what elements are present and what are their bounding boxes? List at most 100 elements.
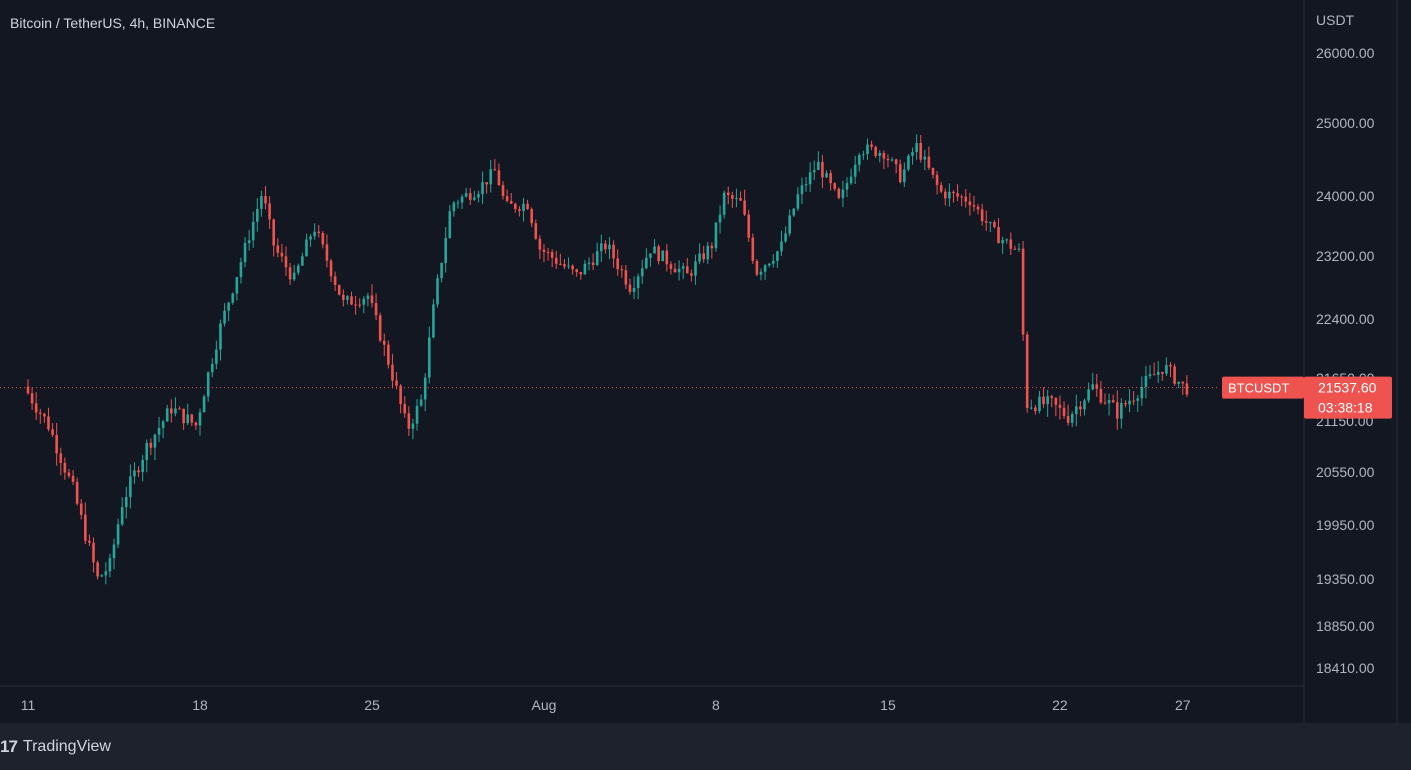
time-tick-7: 27 bbox=[1175, 697, 1191, 713]
candle-body bbox=[1001, 240, 1004, 244]
candle-body bbox=[1181, 381, 1185, 384]
candle-body bbox=[1034, 407, 1037, 412]
candle-body bbox=[1115, 402, 1119, 419]
candle-body bbox=[841, 189, 845, 198]
candle-body bbox=[186, 414, 190, 424]
candle-body bbox=[178, 408, 181, 410]
candlestick-chart[interactable]: Bitcoin / TetherUS, 4h, BINANCE USDT 260… bbox=[0, 0, 1411, 723]
tradingview-logo[interactable]: 17 TradingView bbox=[0, 735, 111, 759]
candle-body bbox=[239, 262, 243, 278]
candle-body bbox=[825, 173, 828, 178]
candle-body bbox=[395, 380, 398, 386]
candle-body bbox=[632, 287, 636, 292]
candle-body bbox=[399, 385, 402, 405]
candle-body bbox=[583, 263, 587, 275]
candle-body bbox=[1038, 396, 1041, 412]
candle-body bbox=[1009, 239, 1013, 249]
candle-body bbox=[1128, 400, 1131, 405]
candle-body bbox=[38, 412, 42, 414]
candle-body bbox=[624, 270, 628, 285]
candle-body bbox=[808, 172, 812, 185]
candle-body bbox=[276, 245, 280, 253]
candle-body bbox=[698, 253, 701, 262]
tradingview-logo-icon: 17 bbox=[0, 737, 18, 756]
candle-body bbox=[776, 251, 779, 261]
candle-body bbox=[227, 302, 230, 311]
candle-body bbox=[362, 298, 366, 305]
candle-body bbox=[1173, 366, 1176, 384]
candle-body bbox=[796, 194, 800, 209]
candle-body bbox=[771, 260, 775, 264]
candle-body bbox=[550, 252, 554, 258]
candle-body bbox=[501, 185, 505, 197]
last-price-value: 21537.60 bbox=[1318, 380, 1377, 396]
candle-body bbox=[342, 294, 345, 300]
price-tick-3: 23200.00 bbox=[1316, 248, 1375, 264]
candle-body bbox=[448, 211, 452, 239]
candle-body bbox=[133, 470, 136, 477]
candle-body bbox=[915, 143, 918, 153]
candle-body bbox=[956, 193, 959, 197]
candle-body bbox=[145, 442, 149, 461]
candle-body bbox=[366, 295, 370, 299]
candle-body bbox=[542, 249, 546, 252]
candle-body bbox=[292, 272, 296, 280]
symbol-price-tag: BTCUSDT bbox=[1222, 376, 1304, 399]
candle-body bbox=[272, 219, 275, 246]
candle-body bbox=[514, 203, 517, 210]
candle-body bbox=[972, 205, 976, 207]
candle-body bbox=[681, 266, 685, 269]
candle-body bbox=[1005, 239, 1009, 241]
candle-body bbox=[862, 154, 865, 156]
candle-body bbox=[43, 413, 46, 417]
candle-body bbox=[571, 265, 574, 270]
candle-body bbox=[980, 209, 984, 222]
candle-body bbox=[30, 393, 34, 404]
last-price-tag: 21537.60 03:38:18 bbox=[1304, 376, 1392, 419]
candle-body bbox=[554, 257, 558, 264]
candle-body bbox=[1087, 389, 1090, 401]
candle-body bbox=[1185, 383, 1189, 395]
candle-body bbox=[1107, 400, 1111, 404]
candle-body bbox=[702, 253, 705, 260]
candle-body bbox=[477, 194, 480, 198]
time-axis[interactable]: 11 18 25 Aug 8 15 22 27 bbox=[21, 697, 1191, 713]
candle-body bbox=[661, 250, 665, 262]
candle-body bbox=[898, 164, 902, 183]
candle-body bbox=[485, 182, 488, 185]
candle-body bbox=[55, 434, 58, 454]
candle-body bbox=[67, 472, 71, 476]
candle-body bbox=[1062, 407, 1066, 416]
candle-body bbox=[116, 524, 120, 545]
candle-body bbox=[288, 267, 292, 280]
candle-body bbox=[636, 276, 640, 288]
price-axis[interactable]: 26000.00 25000.00 24000.00 23200.00 22400.00… bbox=[1316, 45, 1375, 676]
candle-body bbox=[616, 258, 619, 270]
candle-body bbox=[378, 315, 382, 341]
candle-body bbox=[47, 416, 50, 430]
candle-body bbox=[640, 268, 644, 277]
candle-body bbox=[460, 196, 464, 203]
candle-body bbox=[903, 169, 906, 183]
candle-body bbox=[534, 223, 538, 239]
candle-body bbox=[1095, 384, 1099, 389]
candle-body bbox=[391, 364, 394, 381]
last-price-background bbox=[1304, 376, 1392, 419]
bar-countdown: 03:38:18 bbox=[1318, 400, 1373, 416]
candle-body bbox=[456, 202, 460, 204]
candle-body bbox=[907, 155, 910, 170]
candle-body bbox=[165, 408, 169, 422]
candle-body bbox=[1042, 396, 1045, 405]
candle-body bbox=[137, 470, 140, 473]
candle-body bbox=[411, 423, 415, 429]
candle-body bbox=[301, 256, 304, 266]
price-axis-unit: USDT bbox=[1316, 12, 1355, 28]
price-tick-10: 18850.00 bbox=[1316, 618, 1375, 634]
candle-body bbox=[751, 237, 755, 261]
candle-body bbox=[538, 238, 542, 250]
candle-body bbox=[382, 340, 386, 345]
candle-body bbox=[403, 404, 407, 414]
candle-body bbox=[26, 386, 30, 394]
candle-body bbox=[1054, 397, 1058, 405]
